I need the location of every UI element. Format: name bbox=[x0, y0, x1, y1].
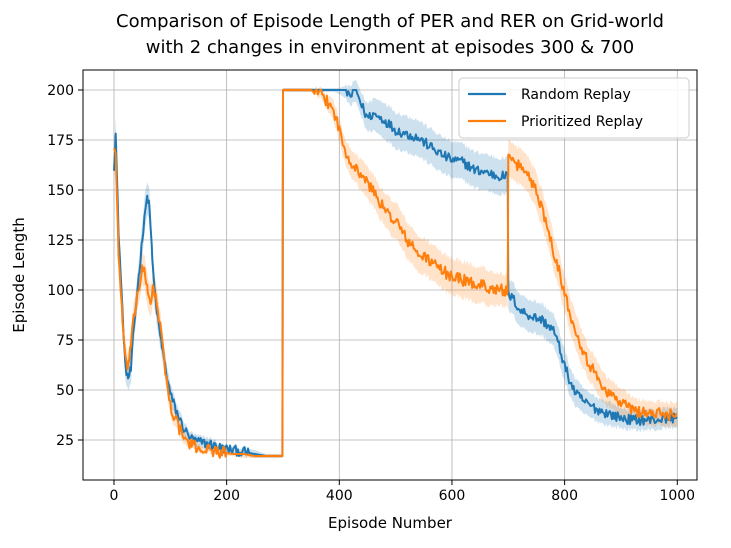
chart-subtitle: with 2 changes in environment at episode… bbox=[146, 37, 634, 58]
x-tick-label: 0 bbox=[110, 488, 119, 504]
series-band-0 bbox=[114, 80, 678, 458]
y-tick-label: 75 bbox=[56, 333, 74, 349]
plot-frame bbox=[82, 69, 698, 481]
y-axis-label: Episode Length bbox=[10, 217, 28, 332]
x-tick-label: 600 bbox=[439, 488, 466, 504]
legend-label-random-replay: Random Replay bbox=[521, 87, 631, 103]
series-line-0 bbox=[113, 89, 678, 457]
x-tick-label: 800 bbox=[551, 488, 578, 504]
series-lines bbox=[113, 89, 678, 459]
y-tick-label: 125 bbox=[47, 233, 74, 249]
y-tick-label: 25 bbox=[56, 433, 74, 449]
confidence-bands bbox=[114, 80, 678, 459]
x-axis-label: Episode Number bbox=[328, 514, 453, 532]
series-band-1 bbox=[114, 86, 678, 459]
y-tick-label: 50 bbox=[56, 383, 74, 399]
chart-title: Comparison of Episode Length of PER and … bbox=[116, 11, 664, 32]
legend: Random Replay Prioritized Replay bbox=[458, 77, 690, 139]
grid-lines bbox=[83, 70, 697, 480]
x-tick-label: 1000 bbox=[659, 488, 695, 504]
legend-box bbox=[458, 77, 690, 139]
y-axis-ticks: 25 50 75 100 125 150 175 200 bbox=[47, 83, 83, 449]
y-tick-label: 150 bbox=[47, 183, 74, 199]
y-tick-label: 100 bbox=[47, 283, 74, 299]
x-tick-label: 400 bbox=[326, 488, 353, 504]
series-line-1 bbox=[113, 89, 678, 459]
x-axis-ticks: 0 200 400 600 800 1000 bbox=[110, 480, 695, 504]
y-tick-label: 175 bbox=[47, 133, 74, 149]
y-tick-label: 200 bbox=[47, 83, 74, 99]
x-tick-label: 200 bbox=[213, 488, 240, 504]
legend-label-prioritized-replay: Prioritized Replay bbox=[521, 114, 643, 130]
